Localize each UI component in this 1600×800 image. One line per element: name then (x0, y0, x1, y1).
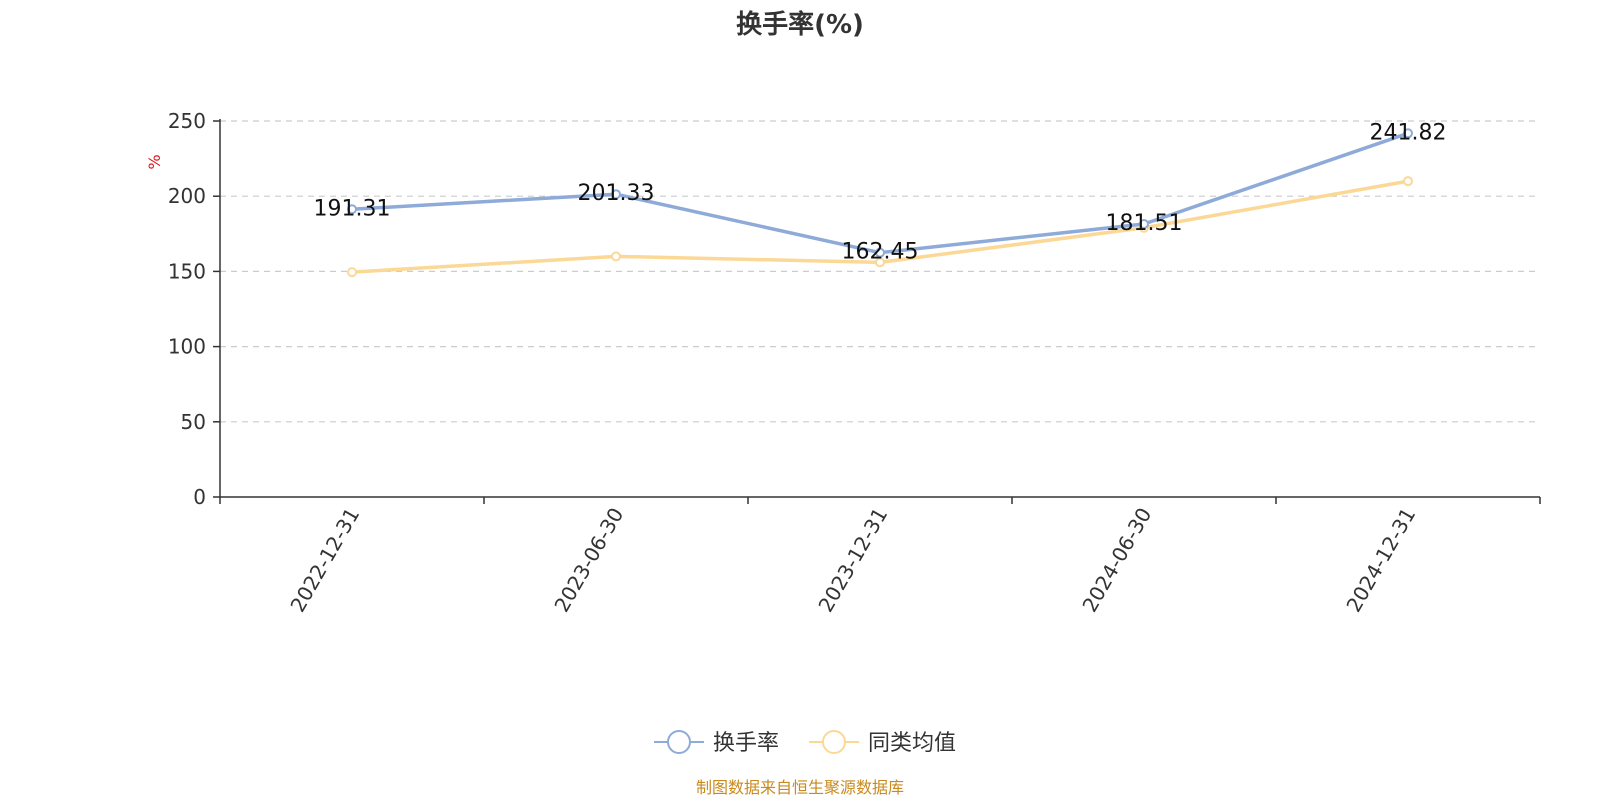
legend-label-0: 换手率 (713, 731, 779, 756)
x-tick-label: 2023-06-30 (549, 504, 628, 617)
y-axis-unit-label: % (145, 154, 164, 169)
x-tick-label: 2024-12-31 (1341, 504, 1420, 617)
series-1-point (1403, 176, 1413, 187)
y-tick-label: 200 (168, 184, 206, 208)
series-0-point (1403, 128, 1413, 139)
series-1-point (347, 267, 357, 278)
y-tick-label: 100 (168, 335, 206, 359)
legend[interactable]: 换手率 同类均值 (654, 730, 956, 756)
y-tick-label: 150 (168, 259, 206, 283)
y-tick-label: 50 (181, 410, 206, 434)
y-tick-labels: 0 50 100 150 200 250 (168, 109, 206, 509)
data-label: 162.45 (842, 240, 919, 265)
x-tick-label: 2023-12-31 (813, 504, 892, 617)
series-0-point (611, 189, 621, 200)
data-label: 241.82 (1370, 120, 1447, 145)
y-tick-label: 0 (193, 485, 206, 509)
x-tick-labels: 2022-12-31 2023-06-30 2023-12-31 2024-06-30… (285, 504, 1420, 617)
legend-label-1: 同类均值 (868, 731, 956, 756)
series-0-point (875, 247, 885, 258)
series-line-0 (351, 131, 1409, 255)
data-label: 191.31 (314, 196, 391, 221)
axes (213, 119, 1541, 504)
series-1-point (611, 251, 621, 262)
series-0-point (1139, 219, 1149, 230)
series-1-point (875, 257, 885, 268)
x-tick-label: 2024-06-30 (1077, 504, 1156, 617)
series-0-point (347, 204, 357, 215)
x-tick-label: 2022-12-31 (285, 504, 364, 617)
grid-lines (220, 120, 1540, 423)
data-source-note: 制图数据来自恒生聚源数据库 (696, 778, 904, 797)
data-labels: 191.31 201.33 162.45 181.51 241.82 (314, 120, 1447, 264)
data-label: 181.51 (1106, 211, 1183, 236)
legend-marker-1 (822, 730, 846, 754)
chart-title: 换手率(%) (736, 9, 864, 40)
legend-marker-0 (667, 730, 691, 754)
series-layer (347, 128, 1413, 278)
y-tick-label: 250 (168, 109, 206, 133)
data-label: 201.33 (578, 181, 655, 206)
